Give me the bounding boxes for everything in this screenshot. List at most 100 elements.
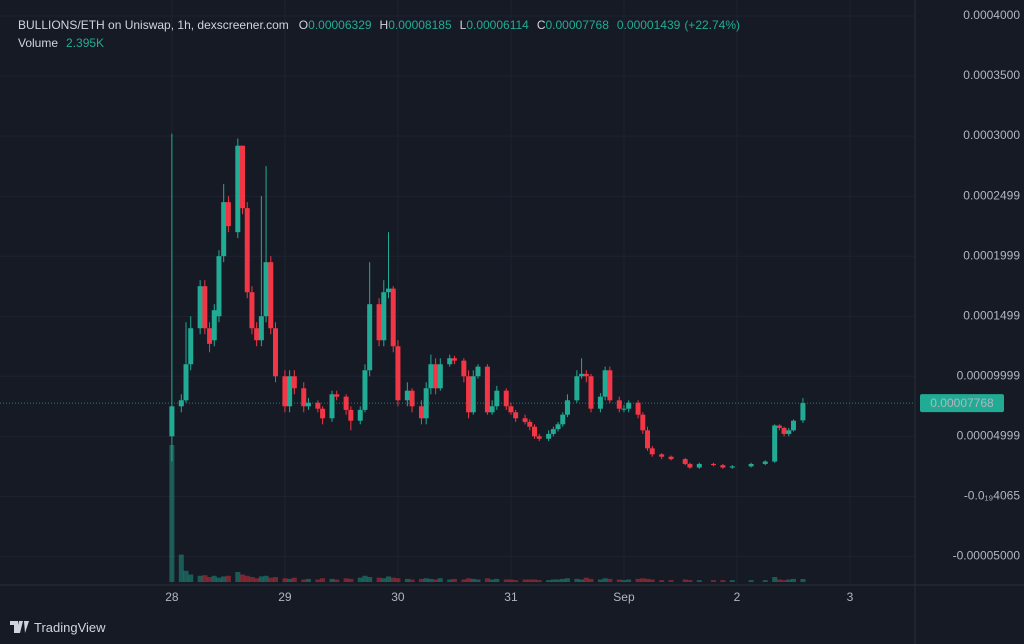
candle-body: [178, 400, 184, 407]
y-tick-label: 0.0004000: [963, 8, 1020, 22]
candle-body: [748, 463, 754, 467]
volume-bar: [550, 579, 556, 582]
volume-bar: [367, 577, 373, 582]
y-tick-label: 0.0002499: [963, 188, 1020, 202]
candle-body: [583, 373, 589, 377]
volume-bar: [235, 572, 241, 582]
candle-body: [390, 288, 396, 347]
candle-body: [315, 402, 321, 409]
volume-bar: [386, 576, 392, 582]
volume-bar: [183, 570, 189, 582]
candle-body: [470, 376, 476, 413]
volume-bar: [607, 578, 613, 582]
candle-body: [786, 430, 792, 434]
volume-bar: [710, 580, 716, 582]
candle-body: [221, 202, 227, 257]
chart-title: BULLIONS/ETH on Uniswap, 1h, dexscreener…: [18, 18, 289, 32]
volume-bar: [597, 579, 603, 582]
candle-body: [404, 390, 410, 401]
x-tick-label: 31: [504, 590, 518, 604]
candle-body: [772, 425, 778, 462]
ohlc-label: L: [459, 18, 467, 32]
candle-body: [616, 400, 622, 409]
candle-body: [249, 292, 255, 329]
candle-body: [183, 364, 189, 401]
volume-bar: [564, 578, 570, 582]
candle-body: [357, 409, 363, 421]
volume-bar: [178, 554, 184, 582]
volume-bar: [682, 579, 688, 582]
volume-row: Volume 2.395K: [18, 34, 740, 52]
volume-bar: [781, 580, 787, 582]
candle-body: [626, 402, 632, 409]
candle-body: [550, 429, 556, 434]
candle-body: [494, 390, 500, 407]
candle-body: [588, 376, 594, 409]
brand: TradingView: [10, 617, 106, 637]
candle-body: [729, 466, 735, 468]
volume-bar: [211, 575, 217, 582]
volume-bar: [668, 580, 674, 582]
candle-body: [376, 304, 382, 341]
volume-bar: [249, 577, 255, 582]
volume-bar: [272, 577, 278, 582]
volume-bar: [616, 579, 622, 582]
y-tick-label: 0.0001999: [963, 248, 1020, 262]
x-tick-label: 2: [734, 590, 741, 604]
candle-body: [291, 376, 297, 389]
volume-bar: [659, 580, 665, 582]
candle-body: [800, 403, 806, 421]
volume-bar: [800, 579, 806, 582]
volume-bar: [489, 579, 495, 582]
candle-body: [687, 463, 693, 468]
candle-body: [451, 358, 457, 361]
volume-bar: [447, 579, 453, 582]
candle-body: [225, 202, 231, 227]
y-tick-label: -0.0₁₉4065: [964, 489, 1021, 503]
candle-body: [329, 394, 335, 419]
ohlc-label: C: [536, 18, 546, 32]
candle-body: [668, 456, 674, 460]
candle-body: [645, 430, 651, 449]
candle-body: [508, 406, 514, 413]
volume-bar: [522, 579, 528, 582]
candle-body: [466, 376, 472, 413]
candle-body: [409, 390, 415, 407]
candle-body: [202, 286, 208, 329]
candle-body: [197, 286, 203, 329]
candle-body: [287, 376, 293, 407]
ohlc-value: 0.00008185: [388, 18, 452, 32]
volume-bar: [258, 576, 264, 582]
volume-bar: [188, 574, 194, 582]
candle-body: [607, 370, 613, 401]
volume-bar: [197, 575, 203, 582]
candle-body: [710, 463, 716, 466]
volume-bar: [748, 580, 754, 582]
volume-bar: [329, 578, 335, 582]
volume-bar: [315, 579, 321, 582]
candle-body: [527, 421, 533, 427]
candle-body: [574, 376, 580, 401]
volume-bar: [263, 575, 269, 582]
volume-bar: [626, 579, 632, 582]
candle-body: [640, 414, 646, 431]
volume-bar: [696, 580, 702, 582]
volume-bar: [207, 577, 213, 582]
volume-bar: [404, 578, 410, 582]
candle-body: [211, 310, 217, 341]
x-tick-label: 28: [165, 590, 179, 604]
candle-body: [791, 420, 797, 431]
brand-logo: [10, 621, 29, 633]
ohlc-value: 0.00007768: [545, 18, 609, 32]
candle-body: [282, 376, 288, 407]
candle-body: [635, 402, 641, 415]
candle-body: [546, 433, 552, 439]
candle-body: [216, 256, 222, 317]
volume-bar: [588, 578, 594, 582]
candle-body: [418, 406, 424, 419]
volume-bar: [320, 578, 326, 582]
candle-body: [531, 426, 537, 437]
x-tick-label: 3: [847, 590, 854, 604]
volume-bar: [240, 574, 246, 582]
